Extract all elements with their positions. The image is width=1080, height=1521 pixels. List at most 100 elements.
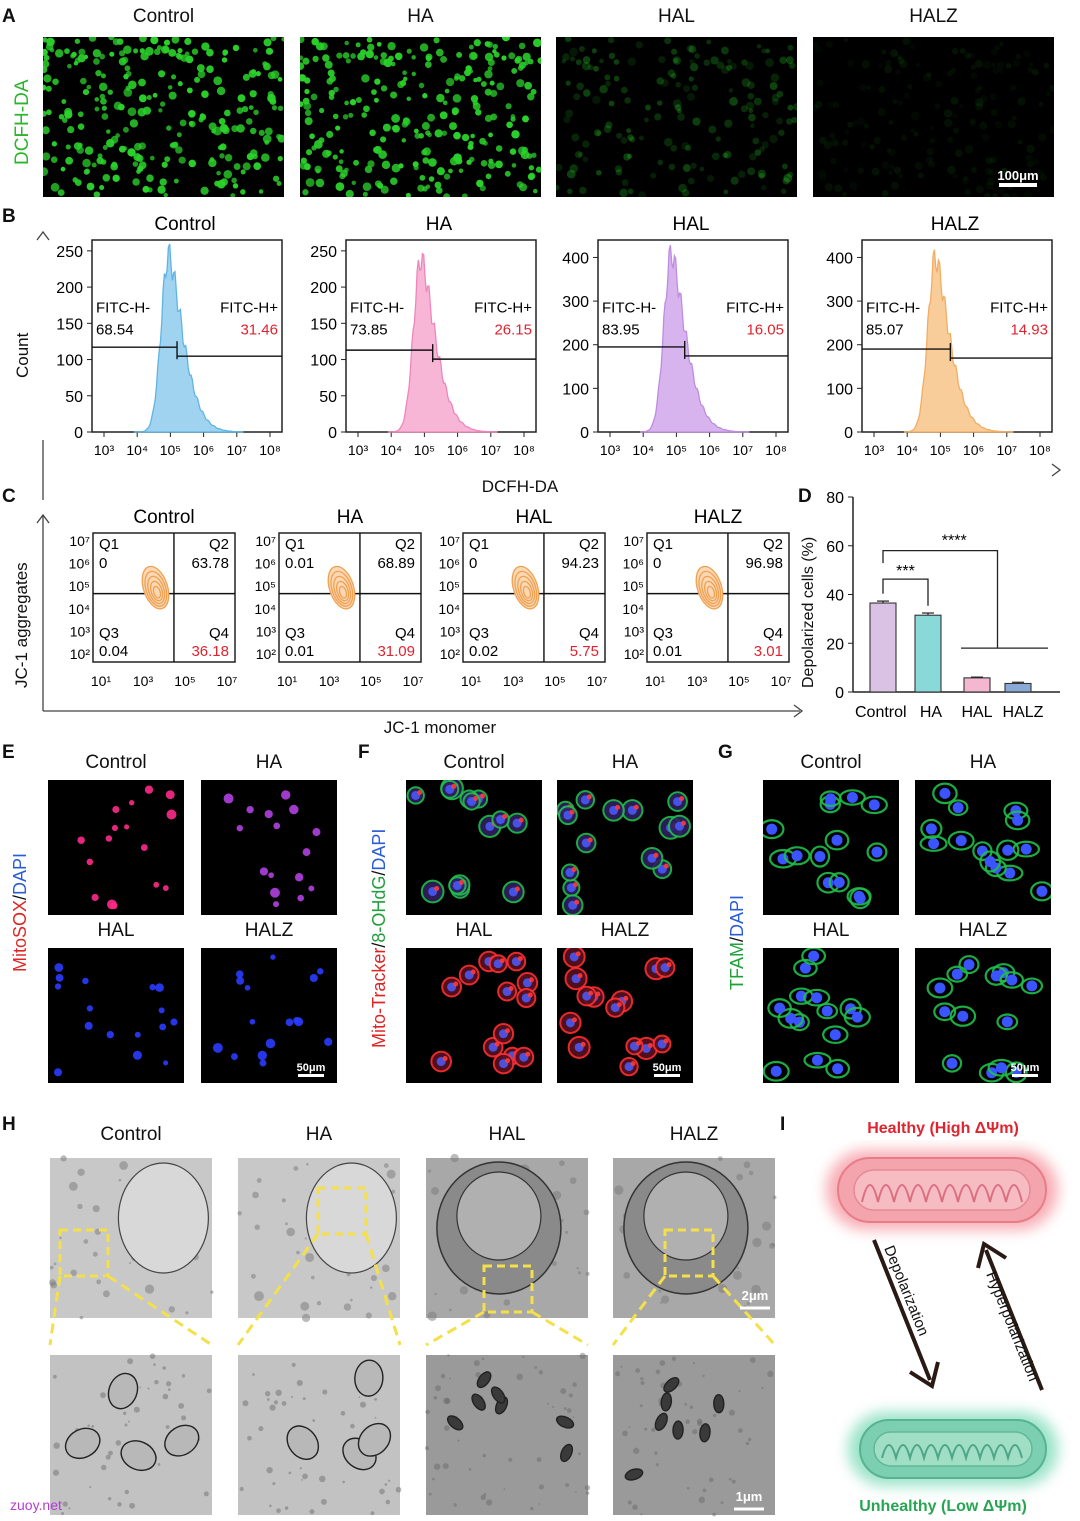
fluorescent-cell bbox=[276, 181, 282, 186]
fluorescent-cell bbox=[757, 169, 767, 179]
tem-texture bbox=[615, 1371, 621, 1377]
tem-texture bbox=[585, 1271, 590, 1276]
fluorescent-cell bbox=[434, 181, 442, 189]
mitochondrion bbox=[64, 1427, 101, 1460]
fluorescent-cell bbox=[73, 142, 82, 150]
panel-b-ylabel: Count bbox=[13, 332, 32, 378]
fluorescent-cell bbox=[43, 152, 51, 161]
tem-texture bbox=[285, 1222, 288, 1226]
mito-signal bbox=[528, 977, 534, 983]
fluorescent-cell bbox=[677, 113, 685, 121]
fluorescent-cell bbox=[786, 118, 793, 125]
fluorescent-cell bbox=[170, 141, 178, 149]
fluorescent-cell bbox=[94, 97, 100, 102]
tem-texture bbox=[293, 1166, 299, 1171]
x-tick-label: 10¹ bbox=[91, 673, 112, 689]
tem-texture bbox=[442, 1463, 449, 1470]
fluorescent-cell bbox=[436, 167, 445, 176]
tem-texture bbox=[386, 1169, 396, 1179]
fluorescent-cell bbox=[487, 161, 496, 169]
fluorescent-cell bbox=[603, 125, 612, 133]
fluorescent-cell bbox=[929, 137, 936, 144]
tem-texture bbox=[358, 1396, 361, 1398]
fluorescent-cell bbox=[726, 64, 733, 71]
fluorescent-cell bbox=[281, 37, 284, 42]
y-tick-label: 10³ bbox=[624, 623, 645, 639]
fluorescent-cell bbox=[166, 125, 172, 131]
fluorescent-cell bbox=[476, 179, 484, 188]
tem-texture bbox=[53, 1374, 57, 1379]
x-tick-label: 10⁶ bbox=[447, 442, 468, 458]
fluorescent-cell bbox=[263, 62, 271, 71]
panel-g-title-hal: HAL bbox=[812, 920, 850, 941]
fluorescent-cell bbox=[721, 46, 729, 55]
mito-signal bbox=[458, 879, 464, 885]
tem-texture bbox=[685, 1419, 690, 1425]
zoom-line-right bbox=[107, 1274, 213, 1347]
panel-b-xarrow bbox=[1051, 463, 1062, 477]
fluorescent-cell bbox=[979, 121, 988, 130]
tem-texture bbox=[712, 1512, 717, 1517]
fluorescent-cell bbox=[251, 69, 257, 75]
y-tick-label: 10⁷ bbox=[623, 533, 644, 549]
y-tick-label: 10⁵ bbox=[623, 578, 644, 594]
watermark: zuoy.net bbox=[10, 1497, 62, 1513]
fluorescent-cell bbox=[715, 136, 721, 142]
tem-texture bbox=[534, 1366, 538, 1370]
fluorescent-cell bbox=[959, 48, 966, 54]
fluorescent-cell bbox=[469, 156, 475, 163]
fluorescent-cell bbox=[106, 129, 111, 134]
mitochondrion bbox=[476, 1371, 492, 1389]
fluorescent-cell bbox=[661, 79, 669, 87]
fluorescent-cell bbox=[236, 124, 245, 133]
fluorescent-cell bbox=[199, 113, 207, 121]
fluorescent-cell bbox=[996, 61, 1005, 70]
fluorescent-cell bbox=[139, 37, 147, 43]
fluorescent-cell bbox=[123, 88, 133, 97]
cell-nucleus bbox=[289, 804, 299, 815]
zoom-box bbox=[482, 1264, 534, 1314]
fluorescent-cell bbox=[691, 84, 699, 91]
x-tick-label: 10⁷ bbox=[226, 442, 247, 458]
tem-texture bbox=[568, 1393, 573, 1398]
fluorescent-cell bbox=[391, 114, 401, 123]
tem-texture bbox=[450, 1153, 459, 1163]
tem-texture bbox=[453, 1503, 457, 1507]
cell-nucleus bbox=[770, 1065, 782, 1077]
x-tick-label: 10³ bbox=[94, 442, 115, 458]
cell-nucleus bbox=[249, 1018, 256, 1025]
mito-signal bbox=[453, 981, 459, 987]
fluorescent-cell bbox=[672, 56, 682, 65]
fluorescent-cell bbox=[1011, 115, 1017, 121]
fluorescent-cell bbox=[740, 105, 748, 113]
tem-texture bbox=[639, 1404, 643, 1408]
tem-texture bbox=[560, 1388, 567, 1395]
mito-signal bbox=[571, 867, 577, 873]
tem-texture bbox=[101, 1464, 107, 1471]
fluorescent-cell bbox=[332, 113, 339, 120]
fluorescent-cell bbox=[970, 72, 977, 79]
fluorescent-cell bbox=[1013, 60, 1021, 68]
fluorescent-cell bbox=[197, 70, 206, 79]
cell-nucleus bbox=[259, 867, 269, 876]
fluorescent-cell bbox=[149, 155, 155, 161]
fluorescent-cell bbox=[60, 166, 66, 172]
fluorescent-cell bbox=[706, 174, 715, 183]
mitotracker-image-control bbox=[406, 780, 542, 915]
fluorescent-cell bbox=[300, 74, 306, 82]
x-tick-label: 10⁷ bbox=[587, 673, 608, 689]
fluorescent-cell bbox=[675, 81, 682, 88]
fluorescent-cell bbox=[522, 52, 531, 61]
gate-pos-label: FITC-H+ bbox=[474, 299, 532, 316]
fluorescent-cell bbox=[121, 56, 129, 64]
fluorescent-cell bbox=[138, 78, 146, 87]
fluorescent-cell bbox=[433, 37, 440, 44]
fluorescent-cell bbox=[50, 156, 58, 163]
cell-nucleus bbox=[132, 1050, 142, 1060]
mitotracker-image-ha bbox=[557, 780, 693, 915]
fluorescent-cell bbox=[857, 117, 865, 125]
fluorescent-cell bbox=[390, 91, 398, 99]
cell-nucleus bbox=[1002, 844, 1014, 856]
